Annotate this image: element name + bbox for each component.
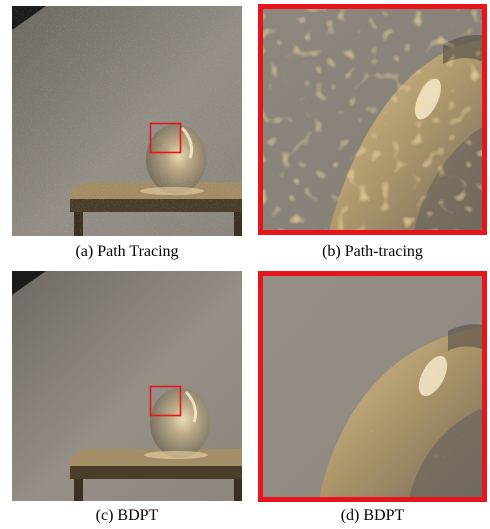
bdpt-zoom-image (258, 271, 487, 502)
zoom-frame (258, 4, 487, 235)
bdpt-zoom (258, 271, 487, 502)
caption-path-tracing-zoom: (b) Path-tracing (322, 243, 423, 260)
path-tracing-zoom-image (258, 4, 487, 235)
zoom-frame (258, 271, 487, 502)
path-tracing-zoom (258, 4, 487, 235)
bdpt-render (12, 271, 242, 501)
zoom-region-box (149, 385, 182, 417)
path-tracing-scene-image (12, 6, 242, 236)
bdpt-scene-image (12, 271, 242, 501)
path-tracing-render (12, 6, 242, 236)
caption-path-tracing: (a) Path Tracing (75, 243, 179, 260)
caption-bdpt: (c) BDPT (95, 507, 159, 524)
caption-bdpt-zoom: (d) BDPT (340, 507, 405, 524)
zoom-region-box (149, 122, 182, 154)
